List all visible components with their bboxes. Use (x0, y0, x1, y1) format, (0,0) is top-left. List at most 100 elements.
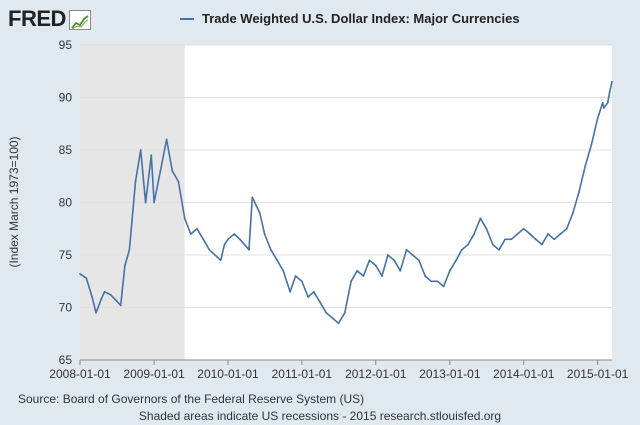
data-point (144, 201, 147, 204)
data-point (590, 143, 593, 146)
data-point (510, 238, 513, 241)
data-point (522, 227, 525, 230)
fred-logo: FRED (8, 6, 91, 32)
data-point (442, 285, 445, 288)
data-point (498, 248, 500, 251)
data-point (584, 164, 587, 167)
logo-text: FRED (8, 6, 66, 31)
data-point (393, 259, 396, 262)
fred-graph-icon (68, 10, 91, 30)
data-point (448, 269, 451, 272)
data-point (399, 269, 402, 272)
data-point (606, 101, 609, 104)
data-point (276, 259, 279, 262)
data-point (282, 269, 285, 272)
x-tick-label: 2009-01-01 (123, 367, 185, 381)
y-tick-label: 65 (59, 353, 73, 367)
data-point (350, 280, 352, 283)
y-tick-label: 90 (59, 91, 73, 105)
chart-legend: Trade Weighted U.S. Dollar Index: Major … (180, 11, 520, 26)
data-point (565, 227, 568, 230)
data-point (85, 277, 88, 279)
y-tick-label: 95 (59, 38, 73, 52)
legend-swatch (180, 17, 194, 20)
data-point (307, 296, 310, 298)
data-point (559, 233, 562, 235)
data-point (248, 248, 250, 251)
data-point (196, 227, 198, 230)
data-point (159, 170, 162, 172)
data-point (455, 259, 458, 262)
x-tick-label: 2014-01-01 (493, 367, 555, 381)
data-point (572, 212, 574, 214)
data-point (124, 264, 126, 267)
data-point (109, 294, 112, 296)
data-point (343, 311, 346, 314)
data-point (337, 322, 340, 325)
data-point (95, 311, 97, 314)
data-point (103, 290, 106, 293)
recession-note: Shaded areas indicate US recessions - 20… (138, 409, 502, 423)
data-point (300, 280, 303, 283)
legend-label: Trade Weighted U.S. Dollar Index: Major … (202, 11, 520, 26)
data-point (150, 154, 153, 157)
data-point (424, 275, 427, 277)
data-point (202, 238, 205, 241)
data-point (91, 296, 94, 298)
data-point (436, 280, 439, 283)
x-tick-label: 2013-01-01 (419, 367, 481, 381)
data-point (534, 238, 537, 241)
data-point (171, 170, 174, 172)
data-point (165, 138, 168, 141)
x-tick-label: 2012-01-01 (345, 367, 407, 381)
data-point (223, 243, 226, 246)
data-point (269, 248, 272, 251)
data-point (128, 248, 131, 251)
data-point (239, 238, 241, 241)
data-point (227, 238, 229, 241)
data-point (411, 254, 414, 256)
source-text: Source: Board of Governors of the Federa… (18, 392, 365, 406)
y-tick-label: 85 (59, 143, 73, 157)
data-point (368, 259, 371, 262)
y-tick-label: 70 (59, 301, 73, 315)
data-point (491, 243, 494, 246)
data-point (516, 233, 519, 235)
data-point (233, 233, 236, 235)
data-point (258, 212, 261, 214)
data-point (153, 201, 155, 204)
data-point (263, 233, 266, 235)
data-point (356, 269, 359, 272)
data-point (100, 298, 103, 300)
data-point (479, 217, 482, 220)
data-point (251, 196, 254, 199)
data-point (294, 275, 297, 277)
data-point (183, 217, 186, 220)
data-point (405, 248, 408, 251)
data-point (430, 280, 433, 283)
data-point (289, 290, 292, 293)
data-point (189, 233, 192, 235)
data-point (485, 227, 488, 230)
data-point (119, 304, 122, 307)
x-tick-label: 2010-01-01 (197, 367, 259, 381)
data-point (529, 233, 531, 235)
data-point (467, 243, 469, 246)
data-point (611, 80, 613, 83)
data-point (319, 301, 321, 304)
data-point (387, 254, 389, 256)
x-tick-label: 2015-01-01 (567, 367, 629, 381)
data-point (134, 180, 137, 183)
data-point (596, 117, 599, 120)
x-tick-label: 2011-01-01 (272, 367, 333, 381)
data-point (381, 275, 383, 277)
data-point (417, 259, 420, 262)
x-tick-label: 2008-01-01 (49, 367, 111, 381)
data-point (603, 107, 605, 109)
data-point (504, 238, 507, 241)
data-point (547, 233, 549, 235)
data-point (601, 101, 604, 104)
data-point (541, 243, 543, 246)
data-point (553, 238, 556, 241)
